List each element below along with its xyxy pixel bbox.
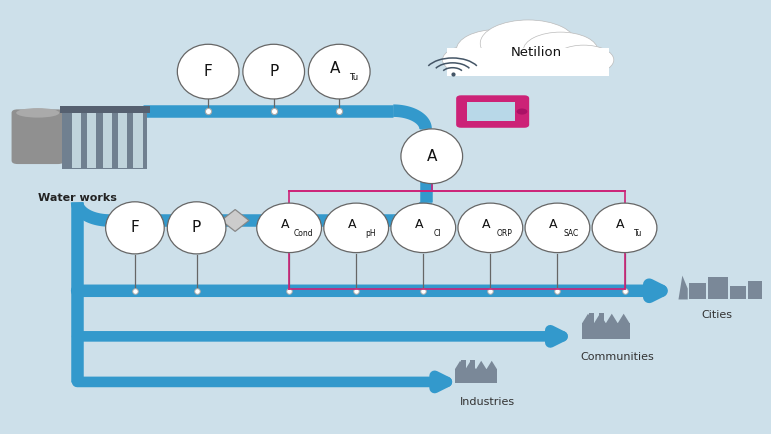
FancyBboxPatch shape xyxy=(455,369,497,383)
FancyBboxPatch shape xyxy=(103,113,112,168)
Ellipse shape xyxy=(243,44,305,99)
FancyBboxPatch shape xyxy=(708,277,728,299)
Text: ORP: ORP xyxy=(497,229,512,238)
Ellipse shape xyxy=(525,203,590,253)
Text: pH: pH xyxy=(365,229,375,238)
FancyBboxPatch shape xyxy=(589,312,594,323)
Text: Communities: Communities xyxy=(580,352,654,362)
FancyBboxPatch shape xyxy=(467,102,515,121)
FancyBboxPatch shape xyxy=(133,113,143,168)
Text: SAC: SAC xyxy=(564,229,579,238)
FancyBboxPatch shape xyxy=(118,113,127,168)
FancyBboxPatch shape xyxy=(582,323,630,339)
Polygon shape xyxy=(455,361,497,369)
Text: Tu: Tu xyxy=(348,73,358,82)
Ellipse shape xyxy=(554,45,614,75)
FancyBboxPatch shape xyxy=(60,106,150,113)
Text: Water works: Water works xyxy=(38,193,116,203)
FancyBboxPatch shape xyxy=(447,48,609,76)
Text: Cl: Cl xyxy=(433,229,441,238)
Text: P: P xyxy=(269,64,278,79)
Ellipse shape xyxy=(443,45,503,75)
Text: Tu: Tu xyxy=(635,229,642,238)
FancyBboxPatch shape xyxy=(470,360,475,369)
Ellipse shape xyxy=(458,203,523,253)
Text: A: A xyxy=(549,218,558,231)
Text: Industries: Industries xyxy=(460,397,515,407)
FancyBboxPatch shape xyxy=(62,113,147,169)
Circle shape xyxy=(517,108,527,115)
Ellipse shape xyxy=(257,203,322,253)
Polygon shape xyxy=(221,210,249,231)
Text: Cities: Cities xyxy=(702,310,732,320)
FancyBboxPatch shape xyxy=(461,360,466,369)
Text: A: A xyxy=(426,149,437,164)
FancyBboxPatch shape xyxy=(730,286,746,299)
FancyBboxPatch shape xyxy=(12,109,64,164)
Ellipse shape xyxy=(324,203,389,253)
Ellipse shape xyxy=(480,20,576,67)
Ellipse shape xyxy=(524,32,598,69)
Text: F: F xyxy=(130,220,140,235)
Ellipse shape xyxy=(456,30,538,69)
Ellipse shape xyxy=(592,203,657,253)
FancyBboxPatch shape xyxy=(72,113,81,168)
Ellipse shape xyxy=(167,202,226,254)
Ellipse shape xyxy=(177,44,239,99)
Polygon shape xyxy=(678,276,688,299)
Ellipse shape xyxy=(401,129,463,184)
Text: A: A xyxy=(330,61,341,76)
Ellipse shape xyxy=(106,202,164,254)
Text: F: F xyxy=(204,64,213,79)
Text: A: A xyxy=(348,218,357,231)
FancyBboxPatch shape xyxy=(689,283,706,299)
Text: A: A xyxy=(415,218,424,231)
FancyBboxPatch shape xyxy=(599,312,604,323)
Ellipse shape xyxy=(308,44,370,99)
Polygon shape xyxy=(582,314,630,323)
Ellipse shape xyxy=(391,203,456,253)
Ellipse shape xyxy=(16,108,59,118)
Text: A: A xyxy=(482,218,491,231)
FancyBboxPatch shape xyxy=(457,96,528,127)
Text: Cond: Cond xyxy=(293,229,313,238)
Text: P: P xyxy=(192,220,201,235)
FancyBboxPatch shape xyxy=(87,113,96,168)
Text: A: A xyxy=(281,218,290,231)
Text: A: A xyxy=(616,218,625,231)
FancyBboxPatch shape xyxy=(748,281,762,299)
Text: Netilion: Netilion xyxy=(510,46,561,59)
